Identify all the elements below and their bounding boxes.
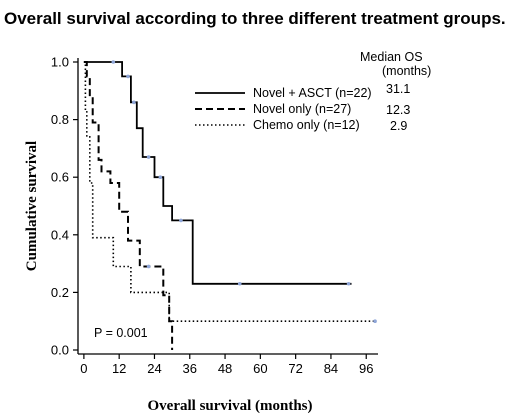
y-tick-label: 0.0 xyxy=(51,343,69,358)
censor-mark xyxy=(146,264,151,269)
x-tick-label: 48 xyxy=(218,361,232,376)
x-axis-label: Overall survival (months) xyxy=(148,398,313,414)
x-tick-label: 24 xyxy=(147,361,161,376)
series-line-2 xyxy=(83,61,376,322)
censor-mark xyxy=(111,60,116,64)
series-line-1 xyxy=(83,61,174,350)
y-tick-label: 0.4 xyxy=(51,227,69,242)
x-tick-label: 0 xyxy=(80,361,87,376)
x-tick-label: 84 xyxy=(324,361,338,376)
median-header-line2: (months) xyxy=(382,64,431,78)
y-tick-label: 1.0 xyxy=(51,55,69,70)
censor-mark xyxy=(346,281,351,286)
y-tick-label: 0.2 xyxy=(51,285,69,300)
x-tick-label: 36 xyxy=(183,361,197,376)
median-value-novel-asct: 31.1 xyxy=(386,82,410,96)
y-tick-label: 0.6 xyxy=(51,170,69,185)
legend-label-novel-asct: Novel + ASCT (n=22) xyxy=(253,86,372,100)
series-layer xyxy=(83,60,377,350)
legend-label-chemo-only: Chemo only (n=12) xyxy=(253,118,360,132)
x-tick-label: 12 xyxy=(112,361,126,376)
x-tick-label: 96 xyxy=(359,361,373,376)
censor-mark xyxy=(146,155,151,159)
median-value-novel-only: 12.3 xyxy=(386,103,410,117)
legend-label-novel-only: Novel only (n=27) xyxy=(253,102,351,116)
chart-title: Overall survival according to three diff… xyxy=(4,9,506,28)
legend: Median OS (months) Novel + ASCT (n=22) 3… xyxy=(195,50,431,133)
censor-mark xyxy=(237,281,242,286)
censor-mark xyxy=(179,218,183,223)
censor-mark xyxy=(158,175,163,179)
y-axis-label: Cumulative survival xyxy=(24,141,40,271)
p-value-annotation: P = 0.001 xyxy=(94,326,148,340)
axes: 0.0 0.2 0.4 0.6 0.8 1.0 0 12 24 36 48 60 72 84 96 xyxy=(51,55,378,376)
censor-mark xyxy=(373,319,377,324)
x-tick-label: 72 xyxy=(288,361,302,376)
y-tick-label: 0.8 xyxy=(51,112,69,127)
censor-mark xyxy=(126,74,130,79)
censor-mark xyxy=(132,100,136,105)
median-header-line1: Median OS xyxy=(360,50,423,64)
series-line-0 xyxy=(83,61,352,285)
median-value-chemo-only: 2.9 xyxy=(390,119,407,133)
x-tick-label: 60 xyxy=(253,361,267,376)
